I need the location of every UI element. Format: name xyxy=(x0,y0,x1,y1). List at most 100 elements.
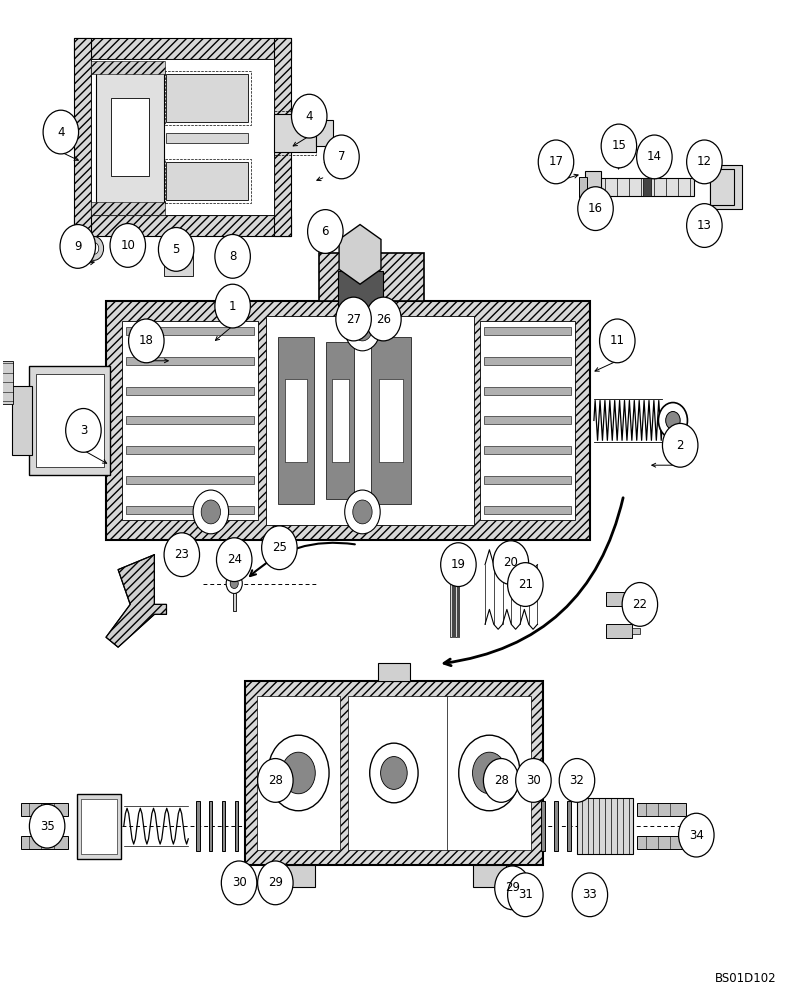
Circle shape xyxy=(226,574,242,593)
Circle shape xyxy=(217,538,251,582)
Circle shape xyxy=(507,563,543,606)
Bar xyxy=(126,446,253,454)
Bar xyxy=(450,553,452,637)
Circle shape xyxy=(559,759,594,802)
Bar xyxy=(232,593,235,611)
Circle shape xyxy=(43,110,79,154)
Bar xyxy=(106,301,589,540)
Circle shape xyxy=(116,236,135,260)
Circle shape xyxy=(336,297,371,341)
Bar xyxy=(483,327,571,335)
Bar xyxy=(273,38,291,236)
Bar xyxy=(541,801,544,851)
Circle shape xyxy=(352,317,371,341)
Circle shape xyxy=(636,135,672,179)
Text: 5: 5 xyxy=(172,243,179,256)
Bar xyxy=(578,177,586,197)
Bar xyxy=(126,357,253,365)
Circle shape xyxy=(307,210,343,253)
Text: 30: 30 xyxy=(231,876,246,889)
Bar xyxy=(126,327,253,335)
Circle shape xyxy=(345,490,380,534)
Circle shape xyxy=(281,752,315,794)
Circle shape xyxy=(215,234,250,278)
Circle shape xyxy=(665,411,680,429)
Text: 18: 18 xyxy=(139,334,153,347)
Circle shape xyxy=(257,759,293,802)
Bar xyxy=(96,71,164,203)
Bar xyxy=(605,624,631,638)
Bar xyxy=(273,114,315,152)
Bar xyxy=(81,799,117,854)
Bar xyxy=(167,236,189,254)
Bar xyxy=(74,215,291,236)
Text: 7: 7 xyxy=(337,150,345,163)
Circle shape xyxy=(215,284,250,328)
Circle shape xyxy=(221,861,256,905)
Bar xyxy=(21,836,68,849)
Bar xyxy=(21,803,68,816)
Circle shape xyxy=(345,307,380,351)
Bar xyxy=(74,38,291,59)
Text: 11: 11 xyxy=(609,334,624,347)
Bar xyxy=(473,865,505,887)
Bar xyxy=(126,416,253,424)
Text: 21: 21 xyxy=(517,578,532,591)
Text: 3: 3 xyxy=(79,424,87,437)
Bar xyxy=(166,133,247,143)
Polygon shape xyxy=(106,555,166,647)
Text: 35: 35 xyxy=(40,820,54,833)
Text: 28: 28 xyxy=(493,774,508,787)
Bar xyxy=(447,696,530,850)
Circle shape xyxy=(440,543,475,587)
Bar xyxy=(11,386,32,455)
Bar xyxy=(77,794,121,859)
Bar xyxy=(457,553,459,637)
Circle shape xyxy=(483,759,518,802)
Circle shape xyxy=(121,242,131,254)
Circle shape xyxy=(324,135,358,179)
Bar xyxy=(166,74,247,122)
Circle shape xyxy=(352,500,371,524)
Text: 9: 9 xyxy=(74,240,81,253)
Bar xyxy=(637,803,685,816)
Bar xyxy=(483,506,571,514)
Bar xyxy=(166,162,247,200)
Circle shape xyxy=(494,866,530,910)
Text: 29: 29 xyxy=(504,881,519,894)
Bar xyxy=(709,165,741,209)
Text: 6: 6 xyxy=(321,225,328,238)
Circle shape xyxy=(577,187,612,231)
Bar xyxy=(315,120,333,146)
Circle shape xyxy=(686,140,721,184)
Circle shape xyxy=(678,813,713,857)
Bar xyxy=(483,357,571,365)
Circle shape xyxy=(572,873,607,917)
Text: 28: 28 xyxy=(268,774,282,787)
Bar xyxy=(631,628,639,634)
Circle shape xyxy=(492,541,528,585)
Bar xyxy=(483,387,571,395)
Text: 2: 2 xyxy=(676,439,683,452)
Text: 25: 25 xyxy=(272,541,286,554)
Bar xyxy=(74,38,92,236)
Circle shape xyxy=(291,94,327,138)
Circle shape xyxy=(600,124,636,168)
Circle shape xyxy=(458,735,519,811)
Circle shape xyxy=(538,140,573,184)
Text: 23: 23 xyxy=(174,548,189,561)
Bar xyxy=(319,253,423,301)
Circle shape xyxy=(515,759,551,802)
Text: 15: 15 xyxy=(611,139,625,152)
Circle shape xyxy=(128,319,164,363)
Bar xyxy=(126,506,253,514)
Bar xyxy=(584,171,600,203)
Circle shape xyxy=(29,804,65,848)
Bar xyxy=(256,696,340,850)
Bar xyxy=(483,476,571,484)
Text: 24: 24 xyxy=(226,553,242,566)
Bar xyxy=(165,159,251,203)
Bar xyxy=(126,387,253,395)
Text: 12: 12 xyxy=(696,155,711,168)
Text: 27: 27 xyxy=(345,313,361,326)
